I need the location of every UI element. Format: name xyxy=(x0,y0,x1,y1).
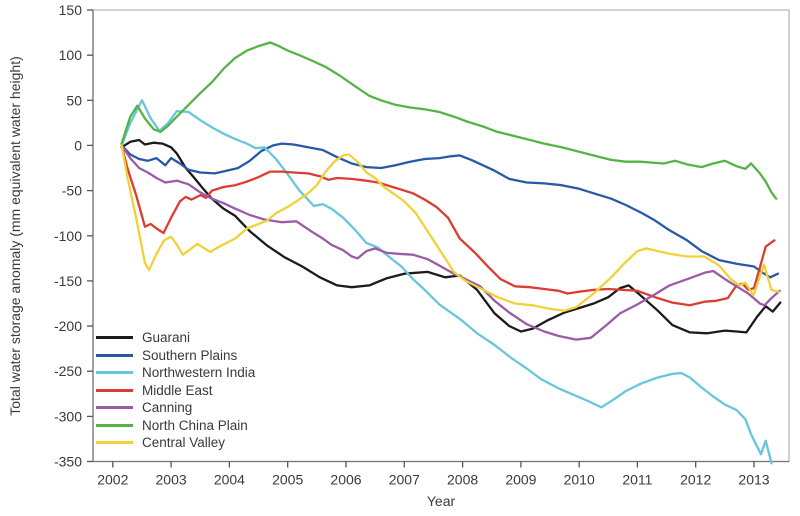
series-line-southern-plains xyxy=(120,142,780,279)
series-line-canning xyxy=(120,144,781,341)
legend-label: Northwestern India xyxy=(142,365,256,380)
legend-label: Canning xyxy=(142,400,193,415)
y-tick-label: -350 xyxy=(54,454,82,470)
x-tick-label: 2007 xyxy=(389,472,420,488)
series-line-northwestern-india xyxy=(120,99,773,465)
x-tick-label: 2003 xyxy=(156,472,187,488)
legend-label: Guarani xyxy=(142,330,191,345)
legend-swatch-north-china-plain xyxy=(96,423,133,427)
y-tick-label: -150 xyxy=(54,273,82,289)
x-tick-label: 2008 xyxy=(447,472,478,488)
legend-item: Northwestern India xyxy=(96,364,255,382)
legend-swatch-southern-plains xyxy=(96,353,133,357)
legend-swatch-guarani xyxy=(96,336,133,340)
legend-label: North China Plain xyxy=(142,417,248,433)
x-tick-label: 2009 xyxy=(505,472,536,488)
series-line-middle-east xyxy=(120,144,776,307)
series-line-north-china-plain xyxy=(120,41,778,200)
legend-item: Guarani xyxy=(96,329,255,347)
legend-label: Central Valley xyxy=(142,435,226,450)
y-tick-label: -300 xyxy=(54,408,82,424)
y-tick-label: 150 xyxy=(59,2,83,18)
series-line-guarani xyxy=(120,138,782,335)
legend-item: North China Plain xyxy=(96,417,255,435)
legend-item: Canning xyxy=(96,399,255,417)
x-tick-label: 2006 xyxy=(330,472,361,488)
legend-swatch-northwestern-india xyxy=(96,371,133,375)
y-tick-label: -50 xyxy=(62,183,82,199)
x-tick-label: 2010 xyxy=(564,472,595,488)
x-tick-label: 2013 xyxy=(738,472,769,488)
legend-swatch-canning xyxy=(96,406,133,410)
series-line-central-valley xyxy=(120,144,780,312)
y-tick-label: 100 xyxy=(59,47,83,63)
legend-swatch-middle-east xyxy=(96,388,133,392)
legend-label: Southern Plains xyxy=(142,347,238,363)
x-tick-label: 2012 xyxy=(680,472,711,488)
legend-swatch-central-valley xyxy=(96,441,133,445)
legend-item: Middle East xyxy=(96,382,255,400)
y-tick-label: -250 xyxy=(54,363,82,379)
legend-label: Middle East xyxy=(142,382,213,398)
x-tick-label: 2005 xyxy=(272,472,303,488)
x-tick-label: 2004 xyxy=(214,472,245,488)
y-tick-label: 0 xyxy=(74,137,82,153)
y-tick-label: -100 xyxy=(54,228,82,244)
x-tick-label: 2002 xyxy=(97,472,128,488)
x-axis-title: Year xyxy=(426,493,456,509)
legend-item: Southern Plains xyxy=(96,347,255,365)
legend-item: Central Valley xyxy=(96,434,255,452)
y-axis-title: Total water storage anomaly (mm equivale… xyxy=(7,56,23,416)
y-tick-label: 50 xyxy=(66,92,82,108)
x-tick-label: 2011 xyxy=(622,472,652,488)
y-tick-label: -200 xyxy=(54,318,82,334)
legend: Guarani Southern Plains Northwestern India… xyxy=(96,329,255,452)
